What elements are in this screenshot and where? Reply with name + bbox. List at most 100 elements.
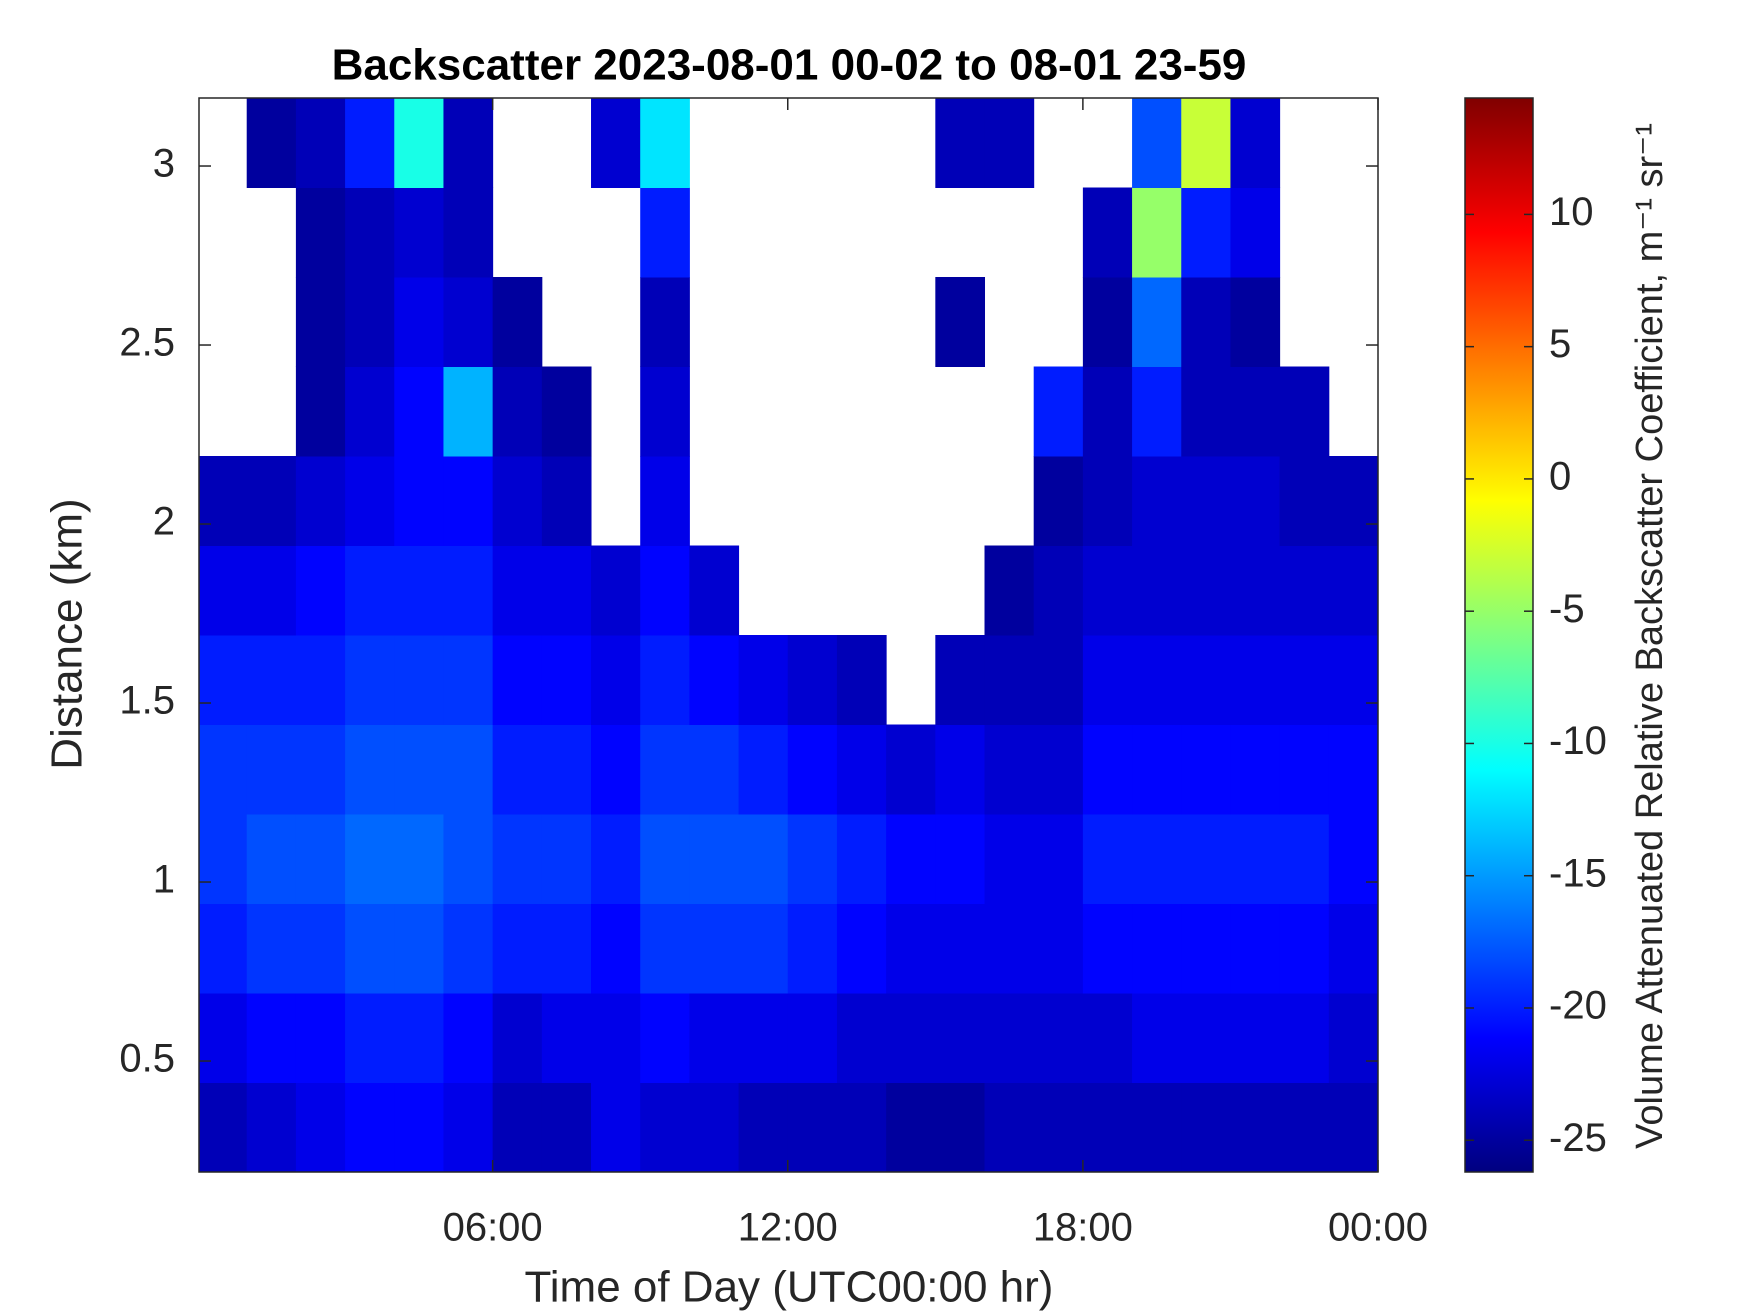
heatmap-cell [591, 98, 641, 188]
heatmap-cell [1230, 366, 1281, 457]
heatmap-cell [787, 814, 838, 904]
heatmap-cell [1181, 277, 1231, 367]
heatmap-cell [935, 635, 986, 725]
y-axis-label: Distance (km) [43, 498, 92, 769]
heatmap-cell [295, 903, 346, 994]
heatmap-cell [246, 724, 297, 815]
heatmap-cell [1230, 814, 1281, 904]
heatmap-cell [1033, 545, 1084, 636]
heatmap-cell [1033, 724, 1084, 815]
heatmap-cell [1082, 1082, 1133, 1173]
heatmap-cell [1033, 456, 1084, 546]
heatmap-cell [640, 545, 690, 636]
y-tick-label: 0.5 [119, 1037, 175, 1081]
heatmap-cell [886, 814, 936, 904]
y-tick-label: 2 [153, 500, 175, 544]
heatmap-cell [199, 903, 248, 994]
heatmap-cell [345, 1082, 395, 1173]
heatmap-cell [984, 814, 1035, 904]
colorbar-tick-label: -15 [1549, 851, 1607, 895]
colorbar-tick-label: -10 [1549, 719, 1607, 763]
heatmap-cell [345, 545, 395, 636]
heatmap-cell [443, 1082, 494, 1173]
heatmap-cell [295, 814, 346, 904]
heatmap-cell [295, 635, 346, 725]
heatmap-cell [640, 903, 690, 994]
heatmap-cell [1279, 545, 1330, 636]
x-axis-label: Time of Day (UTC00:00 hr) [525, 1263, 1054, 1312]
heatmap-cell [738, 903, 789, 994]
heatmap-cell [443, 366, 494, 457]
heatmap-cell [492, 993, 543, 1083]
heatmap-cell [345, 98, 395, 188]
heatmap-cell [295, 187, 346, 278]
heatmap-cell [1132, 814, 1182, 904]
heatmap-cell [541, 545, 592, 636]
heatmap-cell [1328, 993, 1379, 1083]
heatmap-cell [836, 724, 887, 815]
heatmap-cell [886, 1082, 936, 1173]
heatmap-cell [689, 545, 740, 636]
heatmap-cell [935, 903, 986, 994]
heatmap-cell [492, 903, 543, 994]
colorbar-tick-label: 0 [1549, 454, 1571, 498]
heatmap-cell [1328, 1082, 1379, 1173]
heatmap-cell [394, 814, 444, 904]
heatmap-cell [1132, 903, 1182, 994]
heatmap-cell [640, 277, 690, 367]
heatmap-cell [345, 903, 395, 994]
heatmap-cell [836, 993, 887, 1083]
heatmap-cell [1230, 456, 1281, 546]
heatmap-cell [935, 724, 986, 815]
heatmap-cell [1279, 814, 1330, 904]
heatmap-cell [1230, 903, 1281, 994]
heatmap-cell [591, 545, 641, 636]
heatmap-cell [787, 1082, 838, 1173]
heatmap-cell [1181, 814, 1231, 904]
heatmap-cell [199, 635, 248, 725]
heatmap-cell [1230, 98, 1281, 188]
heatmap-cell [689, 993, 740, 1083]
heatmap-cell [1082, 366, 1133, 457]
heatmap-cell [1132, 724, 1182, 815]
heatmap-cell [1279, 1082, 1330, 1173]
heatmap-cell [345, 366, 395, 457]
heatmap-cell [689, 724, 740, 815]
heatmap-cell [345, 635, 395, 725]
heatmap-cell [1132, 456, 1182, 546]
heatmap-cell [640, 635, 690, 725]
y-tick-label: 2.5 [119, 321, 175, 365]
heatmap-cell [640, 366, 690, 457]
heatmap-cell [1082, 993, 1133, 1083]
heatmap-cell [1033, 635, 1084, 725]
heatmap-cell [246, 98, 297, 188]
heatmap-cell [738, 724, 789, 815]
heatmap-cell [984, 1082, 1035, 1173]
heatmap-cell [443, 277, 494, 367]
heatmap-cell [345, 993, 395, 1083]
x-tick-label: 12:00 [738, 1206, 838, 1250]
x-tick-label: 06:00 [443, 1206, 543, 1250]
heatmap-cell [886, 993, 936, 1083]
heatmap-cell [295, 277, 346, 367]
heatmap-cell [1181, 724, 1231, 815]
heatmap-cell [394, 366, 444, 457]
heatmap-cell [1132, 366, 1182, 457]
heatmap-cell [640, 456, 690, 546]
heatmap-cell [591, 814, 641, 904]
heatmap-cell [1033, 814, 1084, 904]
heatmap-cell [640, 814, 690, 904]
heatmap-cell [246, 635, 297, 725]
heatmap-cell [935, 277, 986, 367]
heatmap-cell [640, 187, 690, 278]
y-tick-label: 1 [153, 858, 175, 902]
heatmap-cell [1033, 903, 1084, 994]
heatmap-cell [492, 277, 543, 367]
heatmap-cell [1328, 903, 1379, 994]
heatmap-cell [1279, 456, 1330, 546]
heatmap-cell [984, 903, 1035, 994]
y-tick-label: 1.5 [119, 679, 175, 723]
heatmap-cell [295, 724, 346, 815]
heatmap-cell [1082, 724, 1133, 815]
heatmap-cell [1230, 545, 1281, 636]
